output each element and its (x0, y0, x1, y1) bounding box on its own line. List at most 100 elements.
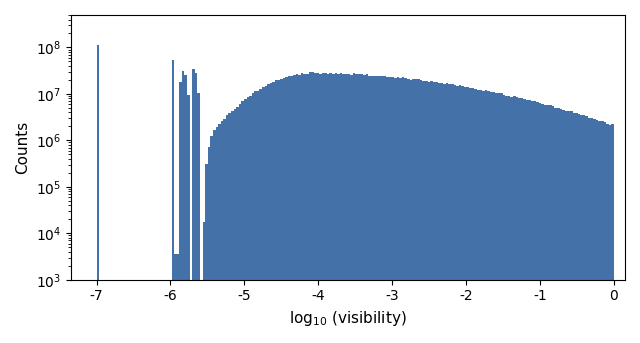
Bar (241, 101, 244, 343)
Bar (231, 111, 234, 343)
Bar (524, 99, 526, 343)
Bar (288, 75, 291, 343)
Bar (216, 127, 218, 343)
Bar (389, 77, 392, 343)
Bar (371, 76, 373, 343)
Bar (330, 73, 332, 343)
Bar (249, 96, 252, 343)
Bar (348, 74, 350, 343)
Bar (609, 125, 611, 343)
Bar (454, 85, 456, 343)
Bar (559, 109, 562, 343)
Bar (365, 74, 368, 343)
Bar (415, 79, 417, 343)
Bar (459, 85, 461, 343)
Bar (492, 92, 495, 343)
Bar (573, 113, 575, 343)
Bar (397, 77, 399, 343)
Bar (410, 80, 412, 343)
Bar (412, 79, 415, 343)
Bar (611, 125, 614, 343)
Y-axis label: Counts: Counts (15, 121, 30, 174)
Bar (301, 73, 303, 343)
Bar (203, 222, 205, 343)
Bar (422, 81, 425, 343)
Bar (192, 69, 195, 343)
Bar (497, 93, 500, 343)
Bar (246, 97, 249, 343)
Bar (484, 90, 487, 343)
Bar (593, 119, 596, 343)
Bar (259, 89, 262, 343)
Bar (172, 60, 174, 343)
Bar (482, 91, 484, 343)
Bar (443, 84, 445, 343)
Bar (360, 74, 363, 343)
Bar (184, 75, 187, 343)
Bar (570, 111, 573, 343)
Bar (197, 93, 200, 343)
Bar (407, 79, 410, 343)
Bar (381, 76, 383, 343)
Bar (268, 84, 270, 343)
Bar (244, 99, 246, 343)
Bar (544, 105, 547, 343)
Bar (601, 121, 604, 343)
Bar (324, 73, 327, 343)
Bar (529, 100, 531, 343)
Bar (319, 74, 321, 343)
Bar (505, 96, 508, 343)
Bar (549, 105, 552, 343)
Bar (280, 79, 283, 343)
Bar (596, 120, 598, 343)
Bar (402, 77, 404, 343)
Bar (547, 105, 549, 343)
Bar (479, 90, 482, 343)
Bar (513, 96, 516, 343)
Bar (337, 74, 340, 343)
Bar (420, 80, 422, 343)
Bar (213, 130, 216, 343)
Bar (311, 72, 314, 343)
Bar (376, 76, 378, 343)
Bar (314, 73, 316, 343)
Bar (387, 77, 389, 343)
Bar (327, 74, 330, 343)
Bar (534, 101, 536, 343)
Bar (296, 74, 298, 343)
Bar (285, 77, 288, 343)
Bar (552, 106, 554, 343)
Bar (564, 111, 567, 343)
Bar (487, 92, 490, 343)
Bar (345, 74, 348, 343)
Bar (273, 82, 275, 343)
Bar (536, 102, 539, 343)
X-axis label: log$_{10}$ (visibility): log$_{10}$ (visibility) (289, 309, 406, 328)
Bar (226, 115, 228, 343)
Bar (461, 86, 464, 343)
Bar (293, 75, 296, 343)
Bar (567, 111, 570, 343)
Bar (358, 74, 360, 343)
Bar (278, 80, 280, 343)
Bar (363, 75, 365, 343)
Bar (97, 45, 99, 343)
Bar (469, 88, 472, 343)
Bar (539, 103, 541, 343)
Bar (291, 76, 293, 343)
Bar (368, 76, 371, 343)
Bar (195, 73, 197, 343)
Bar (270, 83, 273, 343)
Bar (303, 74, 306, 343)
Bar (495, 93, 497, 343)
Bar (252, 93, 254, 343)
Bar (502, 95, 505, 343)
Bar (588, 118, 591, 343)
Bar (340, 73, 342, 343)
Bar (518, 98, 521, 343)
Bar (578, 114, 580, 343)
Bar (511, 97, 513, 343)
Bar (451, 84, 454, 343)
Bar (467, 87, 469, 343)
Bar (335, 73, 337, 343)
